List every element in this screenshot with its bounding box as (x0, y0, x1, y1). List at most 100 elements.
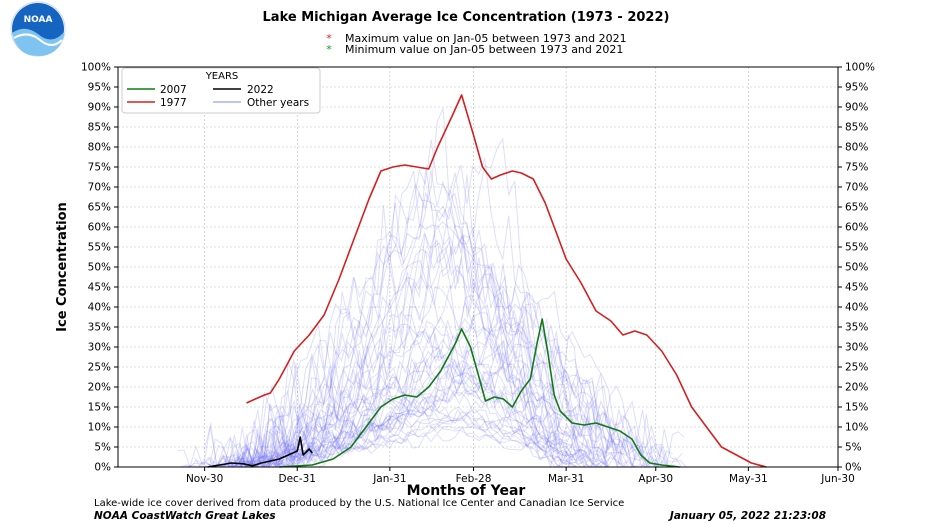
x-tick-label: Jan-31 (372, 473, 406, 485)
other-year-line (250, 309, 682, 468)
y-tick-label-left: 25% (88, 362, 111, 374)
other-year-line (207, 326, 591, 469)
y-tick-label-right: 10% (845, 422, 868, 434)
data-source-note: Lake-wide ice cover derived from data pr… (94, 498, 624, 509)
x-tick-label: Apr-30 (638, 473, 673, 485)
other-year-line (227, 170, 570, 468)
other-year-line (184, 371, 675, 468)
other-year-line (180, 425, 600, 468)
other-years-lines (177, 108, 687, 469)
x-tick-label: May-31 (729, 473, 768, 485)
other-year-line (215, 411, 647, 468)
x-tick-label: Jun-30 (820, 473, 855, 485)
y-tick-label-right: 0% (845, 462, 862, 474)
other-year-line (218, 373, 578, 468)
other-year-line (239, 137, 563, 469)
grid (118, 66, 839, 468)
other-year-line (206, 402, 577, 468)
y-tick-label-right: 85% (845, 122, 868, 134)
y-tick-label-right: 75% (845, 162, 868, 174)
y-tick-label-right: 60% (845, 222, 868, 234)
other-year-line (193, 357, 619, 468)
legend-label-other-years: Other years (247, 97, 309, 109)
other-year-line (222, 108, 564, 469)
other-year-line (186, 398, 659, 468)
y-tick-label-right: 30% (845, 342, 868, 354)
y-tick-label-right: 80% (845, 142, 868, 154)
x-tick-label: Nov-30 (186, 473, 223, 485)
y-tick-label-right: 95% (845, 82, 868, 94)
other-year-line (239, 303, 634, 469)
chart-title: Lake Michigan Average Ice Concentration … (263, 10, 670, 25)
y-tick-label-left: 15% (88, 402, 111, 414)
x-tick-label: Dec-31 (279, 473, 316, 485)
x-axis-label: Months of Year (407, 483, 526, 499)
other-year-line (227, 356, 575, 468)
other-year-line (263, 157, 623, 469)
legend-box (121, 67, 321, 114)
other-year-line (260, 316, 621, 469)
other-year-line (228, 259, 636, 468)
x-tick-label: Mar-31 (548, 473, 584, 485)
max-value-note: Maximum value on Jan-05 between 1973 and… (345, 32, 627, 45)
y-axis-ticks: 0% 0% 5% 5% 10% 10% 15% 15% 20% 20% 25% 25% 30% 30% 35… (81, 62, 875, 474)
other-year-line (218, 246, 673, 469)
y-tick-label-right: 50% (845, 262, 868, 274)
series-line-2022 (207, 436, 313, 468)
other-year-line (237, 406, 608, 468)
x-tick-label: Feb-28 (456, 473, 492, 485)
y-tick-label-left: 10% (88, 422, 111, 434)
y-tick-label-left: 90% (88, 102, 111, 114)
series-lines (207, 94, 767, 468)
other-year-line (221, 349, 563, 468)
y-tick-label-left: 50% (88, 262, 111, 274)
y-tick-label-right: 35% (845, 322, 868, 334)
timestamp: January 05, 2022 21:23:08 (668, 510, 826, 522)
y-tick-label-left: 20% (88, 382, 111, 394)
legend-label-2007: 2007 (160, 84, 187, 96)
y-tick-label-right: 100% (845, 62, 875, 74)
y-tick-label-left: 65% (88, 202, 111, 214)
other-year-line (256, 294, 592, 469)
other-year-line (227, 206, 683, 469)
other-year-line (204, 370, 588, 468)
y-tick-label-left: 30% (88, 342, 111, 354)
other-year-line (205, 408, 589, 468)
y-tick-label-right: 20% (845, 382, 868, 394)
y-tick-label-left: 95% (88, 82, 111, 94)
other-year-line (237, 352, 687, 468)
y-tick-label-right: 45% (845, 282, 868, 294)
other-year-line (238, 367, 658, 469)
legend: YEARS 2007 1977 2022 Other years (121, 67, 321, 114)
series-line-1977 (246, 94, 767, 468)
y-tick-label-right: 55% (845, 242, 868, 254)
series-line-2007 (279, 318, 680, 468)
y-tick-label-right: 65% (845, 202, 868, 214)
other-year-line (224, 392, 578, 468)
y-axis-label: Ice Concentration (55, 202, 70, 332)
legend-label-1977: 1977 (160, 97, 187, 109)
other-year-line (249, 370, 621, 468)
x-axis-ticks: Nov-30 Dec-31 Jan-31 Feb-28 Mar-31 Apr-30 May-… (186, 467, 855, 485)
max-note-marker: * (326, 32, 332, 45)
noaa-logo-text: NOAA (24, 15, 53, 25)
other-year-line (180, 166, 588, 468)
other-year-line (235, 242, 571, 469)
y-tick-label-right: 15% (845, 402, 868, 414)
y-tick-label-left: 55% (88, 242, 111, 254)
organization-label: NOAA CoastWatch Great Lakes (94, 510, 276, 522)
other-year-line (230, 403, 614, 468)
y-tick-label-left: 70% (88, 182, 111, 194)
legend-label-2022: 2022 (247, 84, 274, 96)
y-tick-label-left: 0% (94, 462, 111, 474)
y-tick-label-right: 5% (845, 442, 862, 454)
y-tick-label-right: 40% (845, 302, 868, 314)
min-note-marker: * (326, 43, 332, 56)
y-tick-label-left: 60% (88, 222, 111, 234)
other-year-line (260, 347, 608, 468)
y-tick-label-left: 75% (88, 162, 111, 174)
y-tick-label-left: 35% (88, 322, 111, 334)
other-year-line (177, 263, 669, 469)
y-tick-label-left: 85% (88, 122, 111, 134)
